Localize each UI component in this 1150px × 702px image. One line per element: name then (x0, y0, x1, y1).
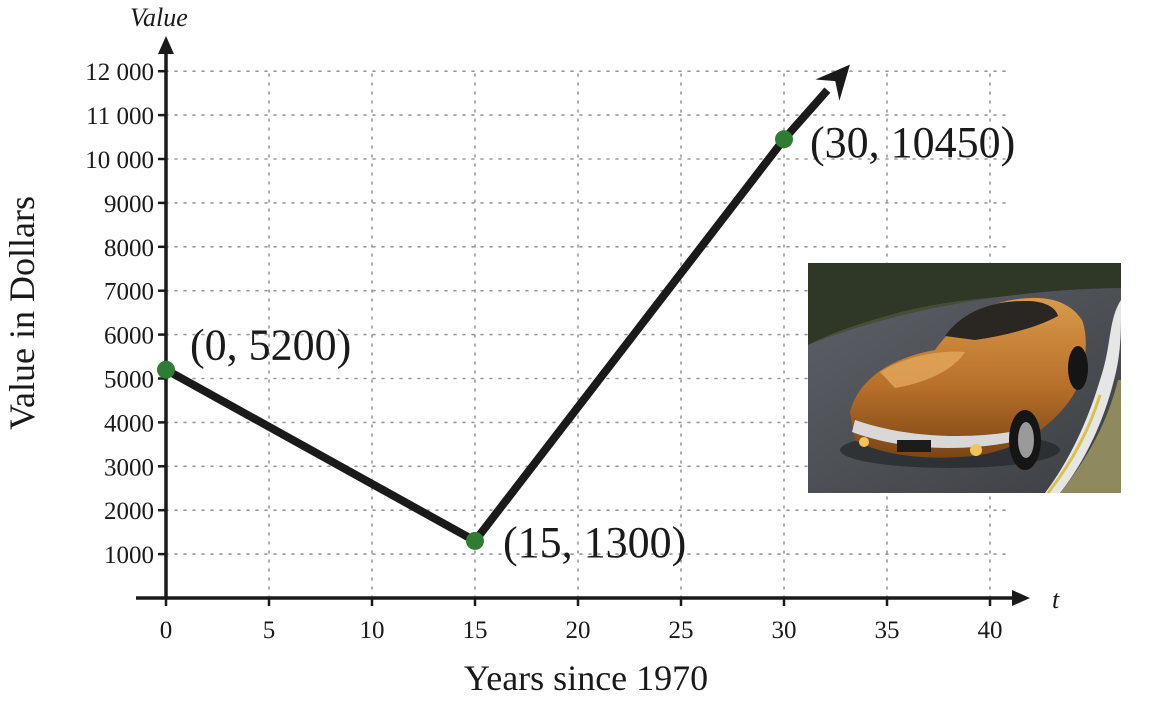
data-point (157, 360, 175, 379)
y-tick-label: 5000 (104, 367, 154, 394)
x-tick-label: 10 (360, 617, 385, 644)
y-tick-label: 7000 (104, 279, 154, 306)
x-axis-variable: t (1052, 585, 1060, 614)
series: (0, 5200) (15, 1300) (30, 10450) (157, 64, 1015, 567)
data-point (775, 130, 793, 149)
y-tick-label: 3000 (104, 454, 154, 481)
y-axis-variable: Value (130, 3, 188, 32)
data-label: (30, 10450) (810, 118, 1015, 167)
series-line (164, 87, 831, 547)
series-arrowhead (815, 64, 850, 101)
data-label: (0, 5200) (190, 321, 351, 370)
y-tick-label: 8000 (104, 235, 154, 262)
car-photo (808, 263, 1121, 494)
y-tick-label: 12 000 (85, 59, 154, 86)
y-tick-label: 10 000 (85, 147, 154, 174)
x-tick-label: 35 (875, 617, 900, 644)
x-tick-label: 25 (669, 617, 694, 644)
x-axis-arrow (1012, 590, 1030, 606)
axes (136, 36, 1030, 606)
y-axis-arrow (158, 36, 174, 54)
x-tick-label: 30 (772, 617, 797, 644)
ticks: 1000 2000 3000 4000 5000 6000 7000 8000 9000 10 0… (85, 59, 1002, 644)
y-tick-label: 1000 (104, 542, 154, 569)
y-tick-label: 6000 (104, 323, 154, 350)
x-tick-label: 5 (263, 617, 276, 644)
x-tick-label: 40 (978, 617, 1003, 644)
data-label: (15, 1300) (503, 518, 686, 567)
y-tick-label: 11 000 (86, 103, 154, 130)
y-tick-label: 9000 (104, 191, 154, 218)
y-tick-label: 2000 (104, 498, 154, 525)
x-tick-label: 20 (566, 617, 591, 644)
data-point (466, 531, 484, 550)
x-axis-title: Years since 1970 (464, 658, 708, 698)
x-tick-label: 15 (463, 617, 488, 644)
y-tick-label: 4000 (104, 410, 154, 437)
y-axis-title: Value in Dollars (2, 196, 42, 430)
x-tick-label: 0 (160, 617, 173, 644)
